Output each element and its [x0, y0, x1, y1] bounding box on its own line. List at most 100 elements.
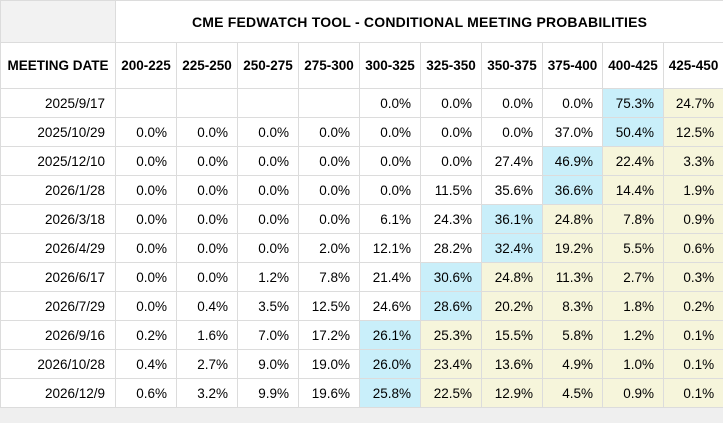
meeting-row: 2025/9/17 0.0% 0.0% 0.0% 0.0% 75.3% 24.7% — [0, 88, 723, 118]
prob-cell: 0.0% — [298, 146, 360, 176]
prob-cell: 26.1% — [359, 320, 421, 350]
meeting-date-cell: 2026/4/29 — [0, 233, 116, 263]
conditional-probabilities-table: CME FEDWATCH TOOL - CONDITIONAL MEETING … — [0, 0, 723, 408]
prob-cell: 20.2% — [481, 291, 543, 321]
column-header-row: MEETING DATE 200-225 225-250 250-275 275-30… — [0, 42, 723, 89]
prob-cell: 36.6% — [542, 175, 603, 205]
prob-cell: 37.0% — [542, 117, 603, 147]
prob-cell: 0.0% — [115, 291, 177, 321]
prob-cell: 0.0% — [298, 204, 360, 234]
prob-cell: 0.1% — [662, 320, 723, 350]
prob-cell: 11.3% — [542, 262, 603, 292]
table-title: CME FEDWATCH TOOL - CONDITIONAL MEETING … — [114, 0, 723, 43]
prob-cell: 28.6% — [420, 291, 482, 321]
meeting-date-cell: 2026/3/18 — [0, 204, 116, 234]
prob-cell: 19.6% — [298, 378, 360, 408]
meeting-date-cell: 2026/1/28 — [0, 175, 116, 205]
title-row: CME FEDWATCH TOOL - CONDITIONAL MEETING … — [0, 0, 723, 43]
prob-cell: 6.1% — [359, 204, 421, 234]
meeting-date-cell: 2026/12/9 — [0, 378, 116, 408]
prob-cell: 24.8% — [481, 262, 543, 292]
prob-cell: 17.2% — [298, 320, 360, 350]
table-body: 2025/9/17 0.0% 0.0% 0.0% 0.0% 75.3% 24.7% 2025/… — [0, 88, 723, 408]
prob-cell: 5.5% — [602, 233, 664, 263]
prob-cell: 0.0% — [420, 117, 482, 147]
meeting-date-cell: 2025/9/17 — [0, 88, 116, 118]
prob-cell: 27.4% — [481, 146, 543, 176]
meeting-row: 2026/4/29 0.0% 0.0% 0.0% 2.0% 12.1% 28.2% 32.4%… — [0, 233, 723, 263]
prob-cell: 30.6% — [420, 262, 482, 292]
prob-cell: 28.2% — [420, 233, 482, 263]
rate-range-header-375-400: 375-400 — [542, 42, 603, 89]
prob-cell: 23.4% — [420, 349, 482, 379]
prob-cell: 35.6% — [481, 175, 543, 205]
prob-cell: 24.3% — [420, 204, 482, 234]
prob-cell: 0.2% — [115, 320, 177, 350]
prob-cell: 0.0% — [176, 233, 238, 263]
prob-cell: 24.7% — [662, 88, 723, 118]
prob-cell: 0.0% — [237, 204, 299, 234]
prob-cell: 7.8% — [298, 262, 360, 292]
prob-cell: 5.8% — [542, 320, 603, 350]
prob-cell: 0.3% — [662, 262, 723, 292]
prob-cell: 0.0% — [176, 117, 238, 147]
prob-cell: 0.0% — [237, 233, 299, 263]
meeting-row: 2026/9/16 0.2% 1.6% 7.0% 17.2% 26.1% 25.3% 15.5… — [0, 320, 723, 350]
prob-cell: 24.8% — [542, 204, 603, 234]
meeting-date-column-header: MEETING DATE — [0, 42, 116, 89]
prob-cell: 0.0% — [359, 88, 421, 118]
meeting-date-cell: 2026/9/16 — [0, 320, 116, 350]
prob-cell: 4.5% — [542, 378, 603, 408]
prob-cell: 0.0% — [359, 117, 421, 147]
prob-cell: 15.5% — [481, 320, 543, 350]
prob-cell: 21.4% — [359, 262, 421, 292]
prob-cell: 0.0% — [359, 146, 421, 176]
prob-cell: 12.9% — [481, 378, 543, 408]
prob-cell: 0.1% — [662, 349, 723, 379]
prob-cell: 0.0% — [237, 146, 299, 176]
prob-cell: 0.0% — [115, 262, 177, 292]
rate-range-header-350-375: 350-375 — [481, 42, 543, 89]
meeting-row: 2026/3/18 0.0% 0.0% 0.0% 0.0% 6.1% 24.3% 36.1% 2… — [0, 204, 723, 234]
prob-cell — [176, 88, 238, 118]
prob-cell: 9.9% — [237, 378, 299, 408]
rate-range-header-300-325: 300-325 — [359, 42, 421, 89]
prob-cell: 0.9% — [602, 378, 664, 408]
prob-cell: 7.0% — [237, 320, 299, 350]
prob-cell: 0.4% — [176, 291, 238, 321]
meeting-row: 2025/12/10 0.0% 0.0% 0.0% 0.0% 0.0% 0.0% 27.4% 4… — [0, 146, 723, 176]
prob-cell: 3.3% — [662, 146, 723, 176]
prob-cell: 12.5% — [298, 291, 360, 321]
prob-cell: 0.4% — [115, 349, 177, 379]
prob-cell: 0.0% — [115, 175, 177, 205]
prob-cell: 22.4% — [602, 146, 664, 176]
prob-cell: 0.9% — [662, 204, 723, 234]
prob-cell: 14.4% — [602, 175, 664, 205]
prob-cell: 9.0% — [237, 349, 299, 379]
prob-cell: 1.9% — [662, 175, 723, 205]
prob-cell: 19.0% — [298, 349, 360, 379]
prob-cell: 0.0% — [420, 146, 482, 176]
prob-cell — [237, 88, 299, 118]
rate-range-header-325-350: 325-350 — [420, 42, 482, 89]
prob-cell: 0.0% — [176, 175, 238, 205]
prob-cell: 2.0% — [298, 233, 360, 263]
prob-cell: 12.5% — [662, 117, 723, 147]
prob-cell: 1.0% — [602, 349, 664, 379]
rate-range-header-250-275: 250-275 — [237, 42, 299, 89]
rate-range-header-425-450: 425-450 — [662, 42, 723, 89]
prob-cell: 0.1% — [662, 378, 723, 408]
prob-cell: 0.0% — [542, 88, 603, 118]
prob-cell: 1.2% — [602, 320, 664, 350]
meeting-date-cell: 2026/7/29 — [0, 291, 116, 321]
rate-range-header-225-250: 225-250 — [176, 42, 238, 89]
prob-cell: 0.6% — [115, 378, 177, 408]
prob-cell: 7.8% — [602, 204, 664, 234]
prob-cell: 0.0% — [359, 175, 421, 205]
prob-cell: 12.1% — [359, 233, 421, 263]
rate-range-header-275-300: 275-300 — [298, 42, 360, 89]
meeting-date-cell: 2026/6/17 — [0, 262, 116, 292]
prob-cell: 0.0% — [176, 146, 238, 176]
prob-cell: 11.5% — [420, 175, 482, 205]
meeting-row: 2026/12/9 0.6% 3.2% 9.9% 19.6% 25.8% 22.5% 12.9… — [0, 378, 723, 408]
